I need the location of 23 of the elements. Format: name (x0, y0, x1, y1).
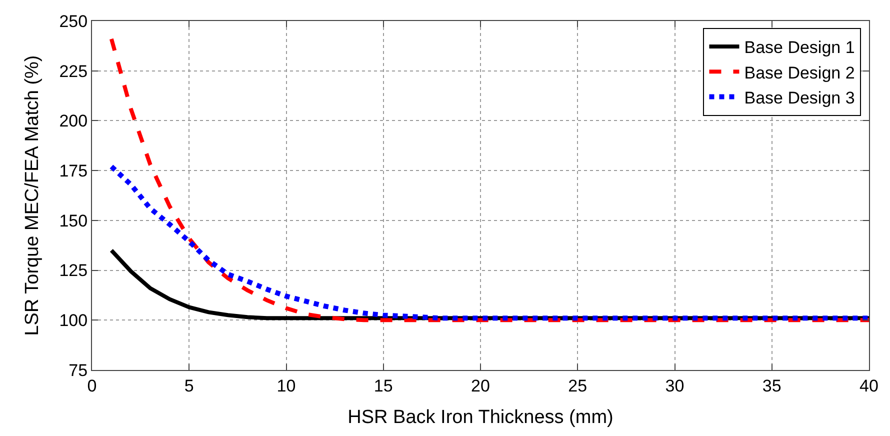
y-tick-label: 200 (59, 112, 88, 131)
y-tick-label: 125 (59, 261, 88, 280)
x-tick-label: 15 (374, 376, 393, 396)
x-tick-label: 25 (568, 376, 588, 396)
x-axis-title: HSR Back Iron Thickness (mm) (348, 407, 614, 428)
y-tick-label: 100 (59, 311, 88, 330)
x-tick-label: 0 (87, 376, 97, 396)
x-tick-label: 30 (665, 376, 684, 396)
legend-label: Base Design 2 (744, 63, 855, 82)
y-tick-label: 250 (59, 12, 88, 31)
y-tick-label: 150 (59, 211, 88, 230)
x-tick-label: 35 (762, 376, 782, 396)
y-tick-label: 225 (59, 62, 88, 81)
y-tick-label: 175 (59, 162, 88, 181)
line-series (109, 36, 869, 322)
x-tick-label: 40 (860, 376, 878, 396)
legend-label: Base Design 3 (744, 88, 855, 108)
y-axis-title: LSR Torque MEC/FEA Match (%) (22, 55, 44, 336)
x-tick-label: 10 (276, 376, 296, 396)
x-tick-label: 20 (471, 376, 490, 396)
y-tick-label: 75 (68, 360, 88, 380)
x-tick-label: 5 (184, 376, 194, 396)
legend-label: Base Design 1 (744, 38, 855, 58)
